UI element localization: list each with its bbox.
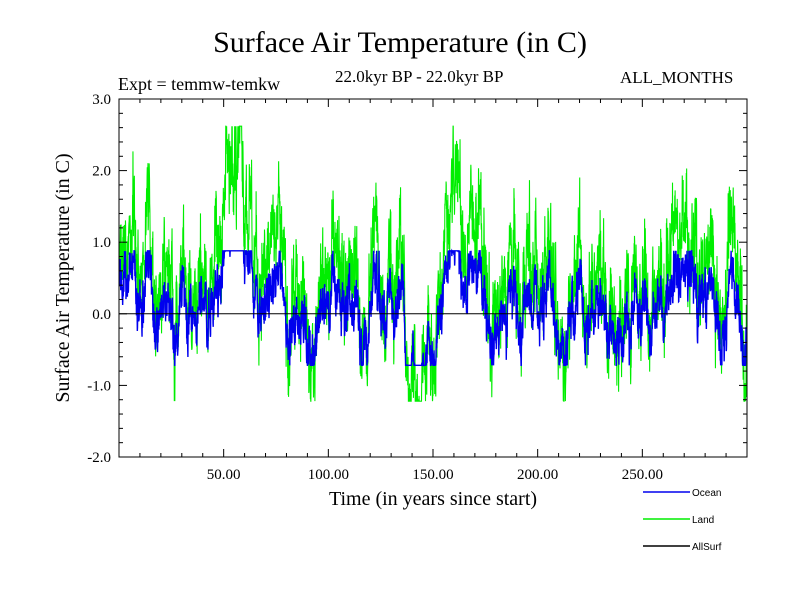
chart-title: Surface Air Temperature (in C) (213, 26, 587, 59)
legend-label-allsurf: AllSurf (692, 542, 722, 553)
y-axis-label: Surface Air Temperature (in C) (52, 153, 74, 402)
legend-label-ocean: Ocean (692, 488, 721, 499)
x-tick-label: 250.00 (622, 467, 663, 483)
x-tick-label: 50.00 (207, 467, 241, 483)
period-label: 22.0kyr BP - 22.0kyr BP (335, 67, 504, 86)
x-tick-label: 200.00 (517, 467, 558, 483)
y-tick-label: -2.0 (87, 450, 111, 466)
y-tick-label: 2.0 (92, 164, 111, 180)
series-line-ocean (119, 248, 747, 367)
y-tick-label: 0.0 (92, 307, 111, 323)
x-axis-label: Time (in years since start) (329, 488, 537, 510)
x-tick-label: 150.00 (412, 467, 453, 483)
legend: Ocean Land AllSurf (643, 488, 722, 553)
y-tick-label: 1.0 (92, 235, 111, 251)
y-tick-label: -1.0 (87, 378, 111, 394)
experiment-label: Expt = temmw-temkw (118, 74, 281, 94)
legend-label-land: Land (692, 515, 714, 526)
months-label: ALL_MONTHS (620, 68, 734, 87)
x-tick-label: 100.00 (308, 467, 349, 483)
y-tick-label: 3.0 (92, 92, 111, 108)
